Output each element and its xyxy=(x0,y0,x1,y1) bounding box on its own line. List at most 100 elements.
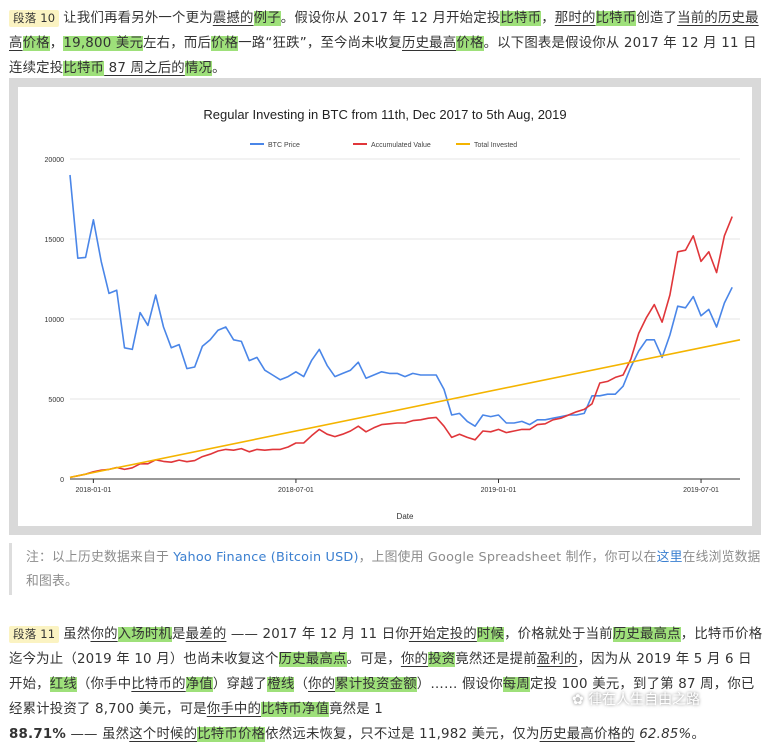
text-segment: 竟然还是提前 xyxy=(455,652,537,667)
text-segment: 价格 xyxy=(22,36,50,51)
line-chart: Regular Investing in BTC from 11th, Dec … xyxy=(45,107,741,521)
legend-label: Total Invested xyxy=(474,142,517,149)
text-segment: （ xyxy=(294,677,309,692)
text-segment: 比特币 xyxy=(63,61,105,76)
text-segment: 比特币的 xyxy=(131,677,186,692)
paragraph-tag: 段落 10 xyxy=(9,10,60,27)
x-tick-label: 2018-07-01 xyxy=(278,487,314,494)
text-segment: 投资 xyxy=(428,652,456,667)
text-segment: 例子 xyxy=(253,11,281,26)
paragraph-body: 虽然你的入场时机是最差的 —— 2017 年 12 月 11 日你开始定投的时候… xyxy=(9,627,762,742)
text-segment: 是 xyxy=(172,627,186,642)
text-segment: 历史最高点 xyxy=(278,652,347,667)
text-segment: （你手中 xyxy=(76,677,132,692)
x-axis-label: Date xyxy=(397,512,414,521)
y-tick-label: 10000 xyxy=(45,317,65,324)
series-line-btc-price xyxy=(69,174,733,428)
text-segment: 。可是， xyxy=(346,652,401,667)
text-segment: 比特币价格 xyxy=(197,727,266,742)
text-segment: 。 xyxy=(212,61,226,76)
paragraph-10: 段落 10 让我们再看另外一个更为震撼的例子。假设你从 2017 年 12 月开始… xyxy=(9,6,763,81)
text-segment: 历史最高 xyxy=(402,36,457,51)
text-segment: 时候 xyxy=(476,627,505,642)
yahoo-finance-link[interactable]: Yahoo Finance (Bitcoin USD) xyxy=(173,550,359,565)
text-segment: 定投 100 美元，到了第 87 周，你已经累计投资了 8,700 美元，可是 xyxy=(9,677,755,717)
text-segment: 你手中的 xyxy=(206,702,262,717)
y-tick-label: 20000 xyxy=(45,157,65,164)
chart-area: Regular Investing in BTC from 11th, Dec … xyxy=(18,87,752,526)
text-segment: 左右，而后 xyxy=(143,36,212,51)
wechat-icon: ✿ xyxy=(572,692,589,708)
text-segment: 净值 xyxy=(185,677,213,692)
chart-legend: BTC Price Accumulated Value Total Invested xyxy=(250,142,517,149)
text-segment: 每周 xyxy=(502,677,530,692)
text-segment: 历史最高价格的 xyxy=(539,727,635,742)
text-segment: 红线 xyxy=(49,677,77,692)
text-segment: 你的 xyxy=(400,652,429,667)
text-segment: 当前的历史最高 xyxy=(9,11,759,51)
text-segment: 比特币 xyxy=(595,11,637,26)
note-prefix: 注：以上历史数据来自于 xyxy=(26,550,174,565)
text-segment: 累计投资金额 xyxy=(335,677,417,692)
series-line-total-invested xyxy=(69,339,741,479)
text-segment: ，比特币价格迄今为止（2019 年 10 月）也尚未收复这个 xyxy=(9,627,763,667)
text-segment: 比特币净值 xyxy=(261,702,330,717)
text-segment: —— 2017 年 12 月 11 日你 xyxy=(226,627,409,642)
watermark: ✿ 律在人生自由之路 xyxy=(572,690,700,710)
text-segment: 价格 xyxy=(211,36,239,51)
text-segment: ， xyxy=(541,11,555,26)
source-note: 注：以上历史数据来自于 Yahoo Finance (Bitcoin USD)，… xyxy=(9,543,761,595)
text-segment: 依然远未恢复，只不过是 11,982 美元，仅为 xyxy=(265,727,540,742)
text-segment: 竟然是 1 xyxy=(329,702,384,717)
text-segment: 你的 xyxy=(308,677,336,692)
text-segment: 历史最高点 xyxy=(612,627,681,642)
text-segment: 价格 xyxy=(456,36,484,51)
paragraph-tag: 段落 11 xyxy=(9,626,60,643)
text-segment: 。 xyxy=(691,727,706,742)
series-line-accumulated-value xyxy=(69,216,733,479)
text-segment: ，因为从 2019 年 5 月 6 日开始， xyxy=(9,652,752,692)
text-segment: 19,800 美元 xyxy=(63,36,144,51)
x-tick-label: 2018-01-01 xyxy=(75,487,111,494)
paragraph-body: 让我们再看另外一个更为震撼的例子。假设你从 2017 年 12 月开始定投比特币… xyxy=(9,11,759,76)
paragraph-11: 段落 11 虽然你的入场时机是最差的 —— 2017 年 12 月 11 日你开始… xyxy=(9,622,763,747)
text-segment: 87 周之后的 xyxy=(104,61,185,76)
text-segment: 。以下图表是假设你从 2017 年 12 月 11 日连续定投 xyxy=(9,36,757,76)
text-segment: 情况 xyxy=(184,61,213,76)
text-segment: ）穿越了 xyxy=(212,677,268,692)
text-segment: 震撼的 xyxy=(212,11,254,26)
x-tick-label: 2019-07-01 xyxy=(683,487,719,494)
y-tick-label: 15000 xyxy=(45,237,65,244)
text-segment: 比特币 xyxy=(500,11,542,26)
y-tick-label: 5000 xyxy=(48,397,64,404)
y-tick-label: 0 xyxy=(60,477,64,484)
text-segment: 。假设你从 2017 年 12 月开始定投 xyxy=(280,11,501,26)
text-segment: 盈利的 xyxy=(536,652,578,667)
text-segment: 那时的 xyxy=(554,11,596,26)
text-segment: 橙线 xyxy=(267,677,295,692)
chart-title: Regular Investing in BTC from 11th, Dec … xyxy=(203,107,566,122)
text-segment: 88.71% xyxy=(9,727,66,742)
chart-frame: Regular Investing in BTC from 11th, Dec … xyxy=(9,78,761,535)
text-segment: 一路“狂跌”，至今尚未收复 xyxy=(238,36,402,51)
text-segment: 虽然 xyxy=(63,627,91,642)
x-tick-label: 2019-01-01 xyxy=(481,487,517,494)
text-segment: —— 虽然 xyxy=(65,727,130,742)
legend-label: BTC Price xyxy=(268,142,300,149)
text-segment: ， xyxy=(49,36,64,51)
text-segment: 最差的 xyxy=(185,627,227,642)
text-segment: 62.85% xyxy=(634,727,692,742)
text-segment: 开始定投的 xyxy=(408,627,477,642)
legend-label: Accumulated Value xyxy=(371,142,431,149)
text-segment: 你的 xyxy=(90,627,118,642)
text-segment: 入场时机 xyxy=(117,627,173,642)
text-segment: 创造了 xyxy=(636,11,678,26)
text-segment: ）…… 假设你 xyxy=(416,677,503,692)
note-middle: ，上图使用 Google Spreadsheet 制作，你可以在 xyxy=(358,550,657,565)
spreadsheet-link[interactable]: 这里 xyxy=(656,550,683,565)
note-suffix: 在线浏览数据和图表。 xyxy=(26,550,761,589)
watermark-text: 律在人生自由之路 xyxy=(588,692,701,708)
text-segment: 让我们再看另外一个更为 xyxy=(63,11,213,26)
text-segment: ，价格就处于当前 xyxy=(504,627,613,642)
text-segment: 这个时候的 xyxy=(129,727,198,742)
